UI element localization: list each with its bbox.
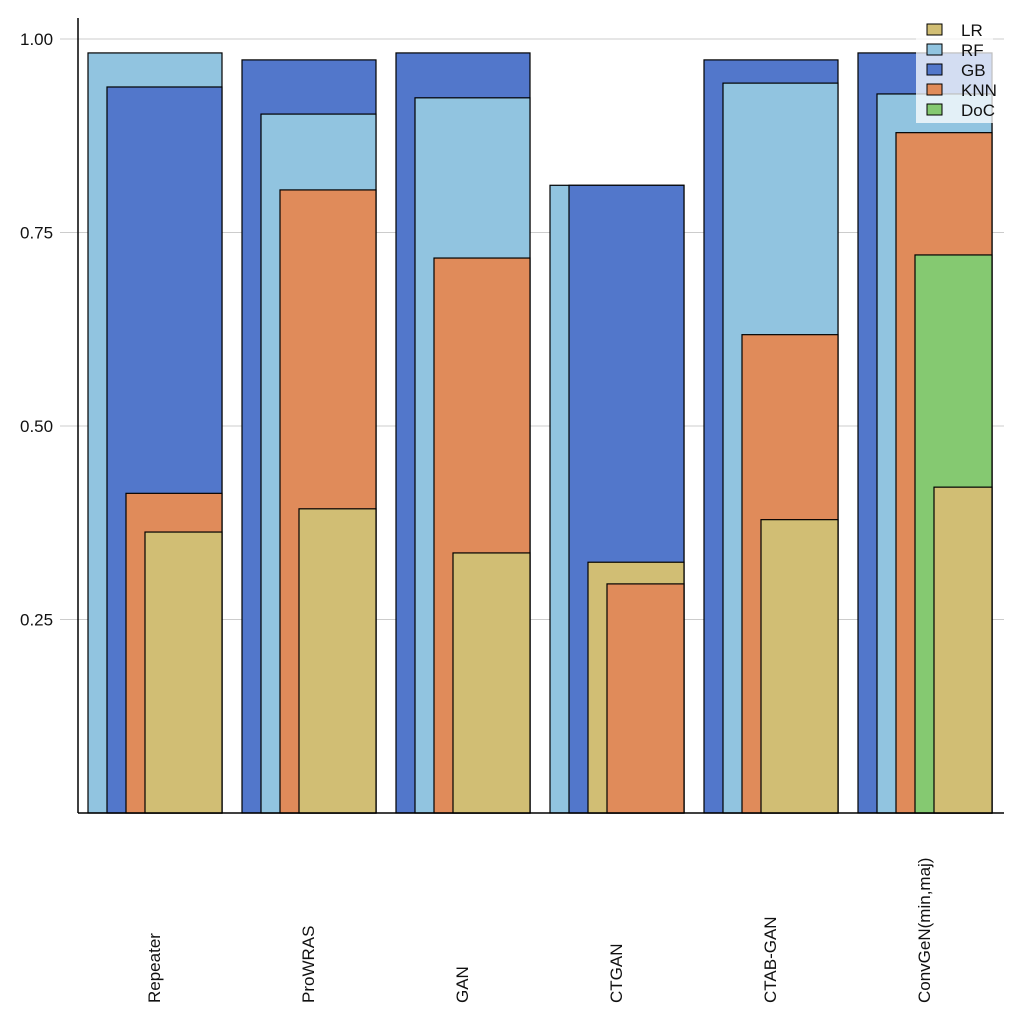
bar-lr — [933, 486, 993, 814]
legend-item: DoC — [926, 101, 995, 120]
x-tick-label: ProWRAS — [299, 926, 318, 1003]
bar-group-convgen-min-maj- — [857, 52, 993, 814]
bar-lr — [144, 531, 223, 814]
y-tick-label: 0.50 — [20, 417, 53, 436]
legend-swatch — [926, 23, 943, 36]
y-tick-label: 0.25 — [20, 611, 53, 630]
legend-swatch — [926, 103, 943, 116]
axes — [77, 18, 1004, 814]
bars — [87, 52, 993, 814]
legend-label: RF — [961, 41, 984, 60]
legend-item: LR — [926, 21, 983, 40]
legend-label: LR — [961, 21, 983, 40]
bar-group-gan — [395, 52, 531, 814]
bar-lr — [452, 552, 531, 814]
bar-group-repeater — [87, 52, 223, 814]
legend-item: KNN — [926, 81, 997, 100]
x-tick-label: ConvGeN(min,maj) — [915, 858, 934, 1003]
bar-lr — [298, 508, 377, 814]
x-tick-label: GAN — [453, 966, 472, 1003]
x-tick-label: Repeater — [145, 933, 164, 1003]
legend-swatch — [926, 63, 943, 76]
y-tick-labels: 0.25 0.50 0.75 1.00 — [20, 30, 53, 630]
y-tick-label: 0.75 — [20, 224, 53, 243]
legend-label: DoC — [961, 101, 995, 120]
bar-group-ctgan — [549, 184, 685, 814]
bar-knn — [606, 583, 685, 814]
bar-group-prowras — [241, 59, 377, 814]
bar-lr — [760, 519, 839, 814]
bar-group-ctab-gan — [703, 59, 839, 814]
legend-swatch — [926, 83, 943, 96]
legend-swatch — [926, 43, 943, 56]
x-tick-labels: Repeater ProWRAS GAN CTGAN CTAB-GAN ConvGeN(m… — [145, 858, 934, 1003]
y-tick-label: 1.00 — [20, 30, 53, 49]
legend-label: KNN — [961, 81, 997, 100]
legend-item: RF — [926, 41, 984, 60]
x-tick-label: CTAB-GAN — [761, 916, 780, 1003]
legend-item: GB — [926, 61, 986, 80]
legend-label: GB — [961, 61, 986, 80]
x-tick-label: CTGAN — [607, 944, 626, 1004]
